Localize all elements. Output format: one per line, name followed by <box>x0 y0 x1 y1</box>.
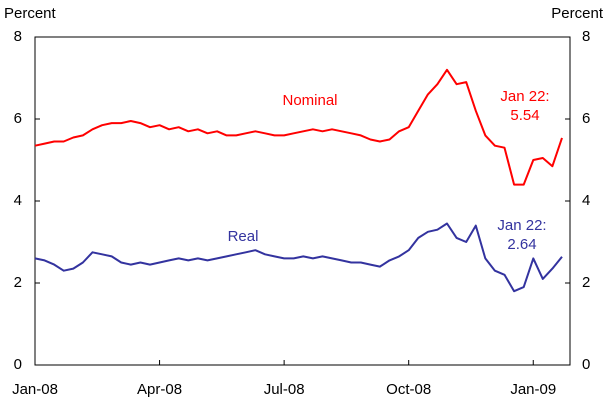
annotation: 2.64 <box>507 236 536 253</box>
series-line <box>34 68 563 186</box>
y-tick-label: 8 <box>14 28 22 45</box>
series-label: Real <box>228 228 259 245</box>
y-tick-label: 0 <box>14 356 22 373</box>
y2-tick-label: 8 <box>582 28 590 45</box>
y2-tick-label: 0 <box>582 356 590 373</box>
x-tick-label: Jan-08 <box>12 381 58 398</box>
y-tick-label: 4 <box>14 192 22 209</box>
series-line <box>34 222 563 293</box>
annotation: 5.54 <box>510 107 539 124</box>
y2-tick-label: 6 <box>582 110 590 127</box>
y2-axis-label: Percent <box>551 5 604 22</box>
y-axis-label: Percent <box>4 5 57 22</box>
plot-frame <box>34 36 571 366</box>
x-tick-label: Apr-08 <box>137 381 182 398</box>
y2-tick-label: 2 <box>582 274 590 291</box>
y-tick-label: 6 <box>14 110 22 127</box>
x-tick-label: Jan-09 <box>510 381 556 398</box>
y2-tick-label: 4 <box>582 192 590 209</box>
x-tick-label: Jul-08 <box>264 381 305 398</box>
series-label: Nominal <box>282 92 337 109</box>
y-tick-label: 2 <box>14 274 22 291</box>
annotation: Jan 22: <box>500 88 549 105</box>
annotation: Jan 22: <box>497 217 546 234</box>
x-tick-label: Oct-08 <box>386 381 431 398</box>
